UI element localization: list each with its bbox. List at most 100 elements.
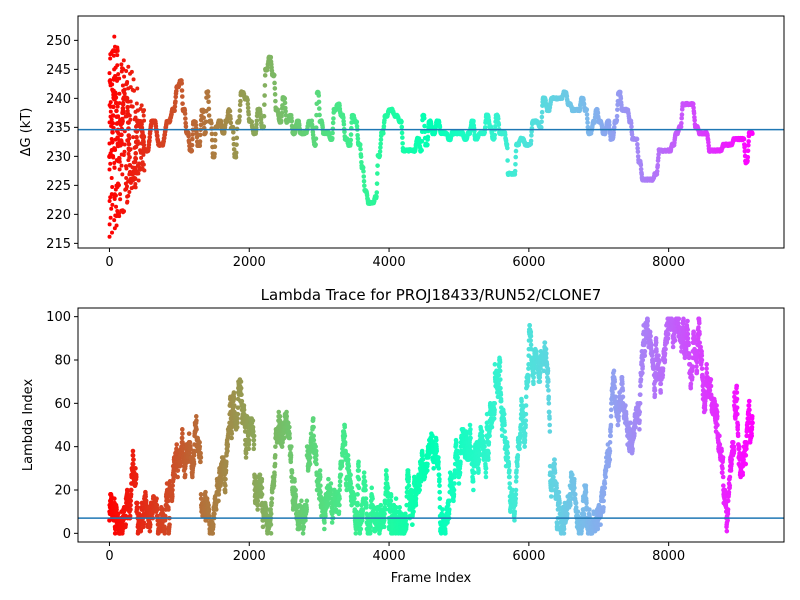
- lambda-point: [141, 520, 147, 525]
- lambda-point: [268, 507, 273, 512]
- lambda-point: [175, 474, 180, 480]
- lambda-point: [292, 479, 297, 484]
- lambda-point: [434, 448, 440, 454]
- delta-g-point: [190, 136, 195, 142]
- lambda-point: [269, 500, 274, 506]
- delta-g-x-tick-label: 6000: [512, 255, 545, 270]
- lambda-point: [154, 507, 160, 512]
- lambda-point: [348, 481, 354, 486]
- delta-g-point: [654, 169, 660, 174]
- lambda-point: [284, 409, 289, 415]
- delta-g-point: [114, 108, 119, 114]
- lambda-point: [342, 440, 348, 445]
- lambda-point: [130, 448, 136, 454]
- lambda-point: [268, 511, 274, 517]
- delta-g-x-tick-label: 4000: [373, 255, 406, 270]
- lambda-point: [413, 496, 419, 501]
- delta-g-point: [172, 104, 178, 109]
- lambda-point: [313, 444, 318, 449]
- lambda-point: [378, 502, 384, 508]
- lambda-point: [251, 442, 257, 447]
- lambda-point: [317, 468, 323, 473]
- lambda-point: [271, 483, 277, 488]
- lambda-point: [364, 502, 369, 508]
- delta-g-point: [331, 116, 336, 121]
- delta-g-point: [655, 162, 661, 168]
- lambda-point: [246, 442, 252, 447]
- delta-g-y-tick-label: 220: [46, 208, 71, 223]
- lambda-point: [259, 485, 265, 491]
- delta-g-point: [437, 124, 443, 130]
- delta-g-point: [120, 110, 125, 116]
- delta-g-point: [492, 132, 498, 138]
- delta-g-point: [425, 134, 431, 140]
- delta-g-y-tick-label: 235: [46, 121, 71, 136]
- delta-g-point: [230, 124, 236, 130]
- lambda-point: [311, 433, 317, 439]
- lambda-point: [170, 487, 175, 493]
- lambda-point: [213, 507, 219, 512]
- delta-g-point: [617, 89, 623, 95]
- delta-g-point: [126, 151, 131, 156]
- lambda-point: [216, 487, 222, 493]
- lambda-point: [299, 498, 304, 504]
- lambda-point: [329, 520, 335, 525]
- lambda-point: [356, 468, 362, 473]
- delta-g-point: [238, 98, 243, 104]
- delta-g-point: [495, 116, 501, 122]
- delta-g-point: [209, 131, 215, 137]
- delta-g-point: [129, 69, 134, 74]
- delta-g-point: [179, 81, 185, 86]
- delta-g-y-axis-label: ΔG (kT): [19, 108, 34, 157]
- lambda-point: [337, 502, 342, 508]
- delta-g-point: [227, 108, 233, 114]
- delta-g-point: [381, 124, 387, 129]
- delta-g-point: [234, 135, 240, 141]
- delta-g-point: [750, 131, 755, 137]
- lambda-point: [268, 522, 274, 527]
- lambda-point: [257, 472, 263, 478]
- delta-g-point: [118, 192, 123, 197]
- lambda-point: [130, 453, 136, 458]
- lambda-trace: [107, 316, 755, 536]
- lambda-point: [251, 446, 257, 452]
- delta-g-point: [197, 143, 203, 149]
- delta-g-point: [121, 58, 126, 63]
- delta-g-point: [656, 155, 661, 161]
- lambda-point: [231, 390, 237, 395]
- lambda-point: [193, 414, 199, 419]
- lambda-point: [179, 427, 185, 432]
- delta-g-point: [629, 132, 635, 137]
- delta-g-point: [375, 171, 380, 176]
- delta-g-point: [337, 103, 342, 108]
- delta-g-point: [585, 124, 591, 130]
- lambda-point: [420, 453, 425, 458]
- delta-g-point: [108, 100, 113, 105]
- delta-g-point: [313, 142, 318, 147]
- lambda-point: [356, 476, 362, 482]
- delta-g-point: [128, 99, 133, 104]
- lambda-point: [241, 403, 247, 408]
- delta-g-point: [355, 132, 360, 138]
- delta-g-x-tick-label: 0: [105, 255, 113, 270]
- delta-g-trace: [107, 34, 755, 239]
- lambda-point: [198, 492, 204, 497]
- lambda-point: [352, 496, 357, 501]
- lambda-point: [191, 453, 197, 458]
- delta-g-point: [245, 101, 251, 107]
- lambda-point: [405, 468, 411, 473]
- delta-g-point: [231, 147, 237, 152]
- delta-g-point: [117, 101, 122, 106]
- delta-g-point: [141, 142, 147, 148]
- delta-g-point: [108, 78, 113, 83]
- lambda-point: [337, 483, 343, 488]
- delta-g-point: [425, 142, 430, 148]
- delta-g-point: [400, 141, 405, 146]
- delta-g-point: [110, 130, 115, 135]
- lambda-point: [251, 437, 257, 443]
- delta-g-point: [505, 158, 510, 163]
- lambda-point: [115, 511, 121, 517]
- lambda-point: [186, 431, 192, 436]
- delta-g-point: [245, 97, 250, 103]
